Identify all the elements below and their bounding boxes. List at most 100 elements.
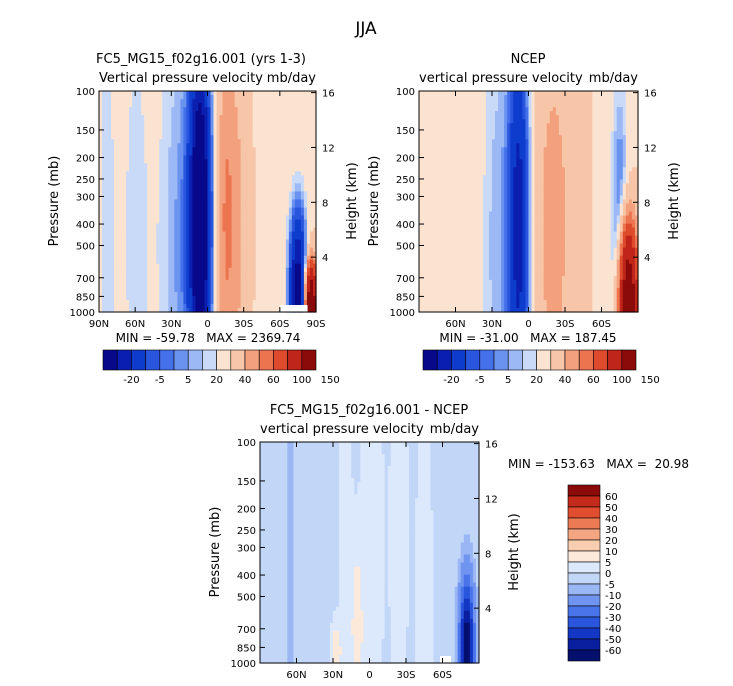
heatmap-cell bbox=[285, 239, 290, 245]
heatmap-cell bbox=[276, 279, 281, 285]
heatmap-cell bbox=[126, 171, 130, 176]
heatmap-cell bbox=[228, 91, 233, 96]
heatmap-cell bbox=[246, 119, 251, 124]
heatmap-cell bbox=[234, 307, 239, 313]
heatmap-cell bbox=[267, 235, 272, 241]
heatmap-cell bbox=[452, 127, 457, 132]
heatmap-cell bbox=[276, 251, 281, 257]
heatmap-cell bbox=[168, 219, 172, 225]
heatmap-cell bbox=[279, 135, 284, 140]
heatmap-cell bbox=[419, 203, 423, 209]
heatmap-cell bbox=[189, 107, 194, 112]
heatmap-cell bbox=[138, 107, 142, 112]
heatmap-cell bbox=[210, 179, 215, 185]
heatmap-cell bbox=[467, 203, 472, 209]
heatmap-cell bbox=[180, 291, 184, 297]
heatmap-cell bbox=[123, 227, 127, 233]
heatmap-cell bbox=[428, 287, 432, 293]
heatmap-cell bbox=[261, 147, 266, 152]
heatmap-cell bbox=[207, 143, 212, 148]
heatmap-cell bbox=[162, 207, 166, 213]
heatmap-cell bbox=[225, 131, 230, 136]
heatmap-cell bbox=[264, 199, 269, 205]
heatmap-cell bbox=[285, 227, 290, 233]
heatmap-cell bbox=[440, 95, 444, 100]
heatmap-cell bbox=[126, 287, 130, 293]
heatmap-cell bbox=[243, 299, 248, 305]
heatmap-cell bbox=[440, 219, 444, 225]
heatmap-cell bbox=[243, 115, 248, 120]
heatmap-cell bbox=[464, 127, 469, 132]
heatmap-cell bbox=[111, 267, 115, 273]
heatmap-cell bbox=[291, 211, 296, 217]
heatmap-cell bbox=[102, 139, 106, 144]
heatmap-cell bbox=[455, 231, 460, 237]
heatmap-cell bbox=[177, 199, 181, 205]
heatmap-cell bbox=[114, 219, 118, 225]
heatmap-cell bbox=[234, 103, 239, 108]
heatmap-cell bbox=[123, 239, 127, 245]
heatmap-cell bbox=[455, 155, 460, 160]
heatmap-cell bbox=[198, 291, 203, 297]
heatmap-cell bbox=[285, 91, 290, 96]
heatmap-cell bbox=[147, 155, 151, 160]
heatmap-cell bbox=[183, 131, 187, 136]
heatmap-cell bbox=[174, 199, 178, 205]
heatmap-cell bbox=[246, 91, 251, 96]
heatmap-cell bbox=[168, 155, 172, 160]
heatmap-cell bbox=[428, 207, 432, 213]
heatmap-cell bbox=[144, 231, 148, 237]
heatmap-cell bbox=[129, 151, 133, 156]
heatmap-cell bbox=[234, 175, 239, 180]
heatmap-cell bbox=[102, 223, 106, 229]
heatmap-cell bbox=[222, 275, 227, 281]
heatmap-cell bbox=[249, 123, 254, 128]
heatmap-cell bbox=[99, 287, 103, 293]
heatmap-cell bbox=[261, 143, 266, 148]
heatmap-cell bbox=[246, 255, 251, 261]
heatmap-cell bbox=[419, 111, 423, 116]
heatmap-cell bbox=[458, 159, 463, 164]
heatmap-cell bbox=[231, 203, 236, 209]
heatmap-cell bbox=[165, 91, 169, 96]
heatmap-cell bbox=[159, 247, 163, 253]
heatmap-cell bbox=[461, 291, 466, 297]
heatmap-cell bbox=[458, 139, 463, 144]
heatmap-cell bbox=[425, 139, 429, 144]
heatmap-cell bbox=[186, 179, 191, 185]
heatmap-cell bbox=[306, 295, 311, 301]
heatmap-cell bbox=[431, 111, 435, 116]
heatmap-cell bbox=[126, 223, 130, 229]
heatmap-cell bbox=[443, 139, 447, 144]
heatmap-cell bbox=[279, 111, 284, 116]
heatmap-cell bbox=[306, 239, 311, 245]
heatmap-cell bbox=[282, 127, 287, 132]
heatmap-cell bbox=[455, 147, 460, 152]
heatmap-cell bbox=[443, 291, 447, 297]
heatmap-cell bbox=[165, 179, 169, 185]
heatmap-cell bbox=[419, 123, 423, 128]
heatmap-cell bbox=[303, 271, 308, 277]
heatmap-cell bbox=[443, 295, 447, 301]
heatmap-cell bbox=[276, 123, 281, 128]
heatmap-cell bbox=[425, 107, 429, 112]
heatmap-cell bbox=[213, 107, 218, 112]
heatmap-cell bbox=[120, 115, 124, 120]
heatmap-cell bbox=[258, 295, 263, 301]
heatmap-cell bbox=[303, 275, 308, 281]
heatmap-cell bbox=[446, 111, 451, 116]
heatmap-cell bbox=[144, 107, 148, 112]
heatmap-cell bbox=[443, 131, 447, 136]
heatmap-cell bbox=[425, 279, 429, 285]
heatmap-cell bbox=[183, 127, 187, 132]
heatmap-cell bbox=[467, 175, 472, 180]
heatmap-cell bbox=[141, 123, 145, 128]
heatmap-cell bbox=[213, 147, 218, 152]
heatmap-cell bbox=[174, 295, 178, 301]
colorbar-label: 40 bbox=[239, 375, 252, 386]
heatmap-cell bbox=[189, 187, 194, 193]
heatmap-cell bbox=[437, 115, 441, 120]
heatmap-cell bbox=[201, 91, 206, 96]
heatmap-cell bbox=[120, 263, 124, 269]
heatmap-cell bbox=[180, 191, 184, 197]
